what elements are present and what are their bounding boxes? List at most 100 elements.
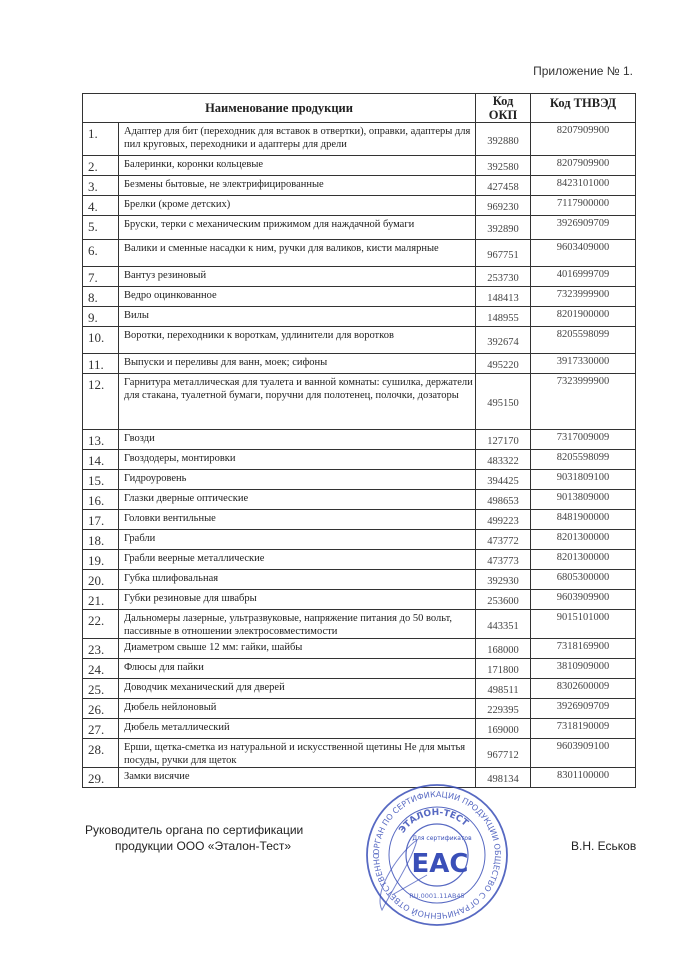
tnved-code: 8481900000 <box>530 509 637 530</box>
product-name: Гвоздодеры, монтировки <box>117 449 477 470</box>
product-name: Губка шлифовальная <box>117 569 477 590</box>
okp-code: 229395 <box>475 698 532 719</box>
products-table: Наименование продукции Код ОКП Код ТНВЭД… <box>81 93 637 788</box>
stamp-reg-number: RU.0001.11АВ45 <box>409 892 464 900</box>
table-header-row: Наименование продукции Код ОКП Код ТНВЭД <box>81 93 637 123</box>
table-row: 15. Гидроуровень 394425 9031809100 <box>82 469 637 490</box>
row-number: 1. <box>82 122 119 156</box>
row-number: 12. <box>82 373 119 430</box>
product-name: Грабли веерные металлические <box>117 549 477 570</box>
okp-code: 498511 <box>475 678 532 699</box>
okp-code: 969230 <box>475 195 532 216</box>
certification-stamp: ОРГАН ПО СЕРТИФИКАЦИИ ПРОДУКЦИИ ОБЩЕСТВО… <box>362 780 508 926</box>
row-number: 23. <box>82 638 119 659</box>
product-name: Губки резиновые для швабры <box>117 589 477 610</box>
table-row: 29. Замки висячие 498134 8301100000 <box>82 767 637 788</box>
product-name: Ерши, щетка-сметка из натуральной и иску… <box>117 738 477 768</box>
product-name: Флюсы для пайки <box>117 658 477 679</box>
tnved-code: 3810909000 <box>530 658 637 679</box>
okp-code: 967751 <box>475 239 532 267</box>
product-name: Воротки, переходники к вороткам, удлинит… <box>117 326 477 354</box>
row-number: 11. <box>82 353 119 374</box>
okp-code: 473772 <box>475 529 532 550</box>
table-row: 7. Вантуз резиновый 253730 4016999709 <box>82 266 637 287</box>
table-row: 5. Бруски, терки с механическим прижимом … <box>82 215 637 240</box>
table-row: 2. Балеринки, коронки кольцевые 392580 8207… <box>82 155 637 176</box>
header-tnved: Код ТНВЭД <box>530 93 637 123</box>
okp-code: 495150 <box>475 373 532 430</box>
tnved-code: 8207909900 <box>530 122 637 156</box>
okp-code: 392880 <box>475 122 532 156</box>
okp-code: 483322 <box>475 449 532 470</box>
product-name: Ведро оцинкованное <box>117 286 477 307</box>
tnved-code: 9013809000 <box>530 489 637 510</box>
okp-code: 495220 <box>475 353 532 374</box>
row-number: 16. <box>82 489 119 510</box>
row-number: 8. <box>82 286 119 307</box>
tnved-code: 9603909100 <box>530 738 637 768</box>
okp-code: 392580 <box>475 155 532 176</box>
tnved-code: 8207909900 <box>530 155 637 176</box>
tnved-code: 8423101000 <box>530 175 637 196</box>
row-number: 28. <box>82 738 119 768</box>
okp-code: 253730 <box>475 266 532 287</box>
tnved-code: 8302600009 <box>530 678 637 699</box>
table-row: 25. Доводчик механический для дверей 49851… <box>82 678 637 699</box>
table-row: 4. Брелки (кроме детских) 969230 7117900000 <box>82 195 637 216</box>
product-name: Выпуски и переливы для ванн, моек; сифон… <box>117 353 477 374</box>
table-row: 16. Глазки дверные оптические 498653 901380… <box>82 489 637 510</box>
okp-code: 171800 <box>475 658 532 679</box>
okp-code: 392930 <box>475 569 532 590</box>
table-row: 18. Грабли 473772 8201300000 <box>82 529 637 550</box>
tnved-code: 3926909709 <box>530 698 637 719</box>
row-number: 27. <box>82 718 119 739</box>
tnved-code: 6805300000 <box>530 569 637 590</box>
row-number: 4. <box>82 195 119 216</box>
product-name: Грабли <box>117 529 477 550</box>
product-name: Дюбель нейлоновый <box>117 698 477 719</box>
row-number: 13. <box>82 429 119 450</box>
row-number: 5. <box>82 215 119 240</box>
tnved-code: 7318169900 <box>530 638 637 659</box>
tnved-code: 8205598099 <box>530 449 637 470</box>
table-row: 21. Губки резиновые для швабры 253600 96039… <box>82 589 637 610</box>
row-number: 9. <box>82 306 119 327</box>
tnved-code: 8205598099 <box>530 326 637 354</box>
row-number: 29. <box>82 767 119 788</box>
okp-code: 169000 <box>475 718 532 739</box>
tnved-code: 7323999900 <box>530 286 637 307</box>
tnved-code: 8201300000 <box>530 549 637 570</box>
tnved-code: 9603909900 <box>530 589 637 610</box>
header-name: Наименование продукции <box>81 93 477 123</box>
okp-code: 392674 <box>475 326 532 354</box>
signature-scribble <box>379 838 428 912</box>
table-row: 6. Валики и сменные насадки к ним, ручки … <box>82 239 637 267</box>
tnved-code: 7117900000 <box>530 195 637 216</box>
row-number: 22. <box>82 609 119 639</box>
product-name: Гидроуровень <box>117 469 477 490</box>
row-number: 2. <box>82 155 119 176</box>
okp-code: 148413 <box>475 286 532 307</box>
table-row: 20. Губка шлифовальная 392930 6805300000 <box>82 569 637 590</box>
row-number: 17. <box>82 509 119 530</box>
product-name: Доводчик механический для дверей <box>117 678 477 699</box>
okp-code: 253600 <box>475 589 532 610</box>
table-row: 9. Вилы 148955 8201900000 <box>82 306 637 327</box>
tnved-code: 9031809100 <box>530 469 637 490</box>
product-name: Замки висячие <box>117 767 477 788</box>
row-number: 20. <box>82 569 119 590</box>
product-name: Вилы <box>117 306 477 327</box>
tnved-code: 7317009009 <box>530 429 637 450</box>
product-name: Безмены бытовые, не электрифицированные <box>117 175 477 196</box>
row-number: 14. <box>82 449 119 470</box>
table-row: 14. Гвоздодеры, монтировки 483322 820559809… <box>82 449 637 470</box>
product-name: Гвозди <box>117 429 477 450</box>
tnved-code: 8201300000 <box>530 529 637 550</box>
signatory-title-line2: продукции ООО «Эталон-Тест» <box>115 839 292 853</box>
tnved-code: 3917330000 <box>530 353 637 374</box>
tnved-code: 7318190009 <box>530 718 637 739</box>
product-name: Дальномеры лазерные, ультразвуковые, нап… <box>117 609 477 639</box>
product-name: Адаптер для бит (переходник для вставок … <box>117 122 477 156</box>
product-name: Балеринки, коронки кольцевые <box>117 155 477 176</box>
row-number: 26. <box>82 698 119 719</box>
